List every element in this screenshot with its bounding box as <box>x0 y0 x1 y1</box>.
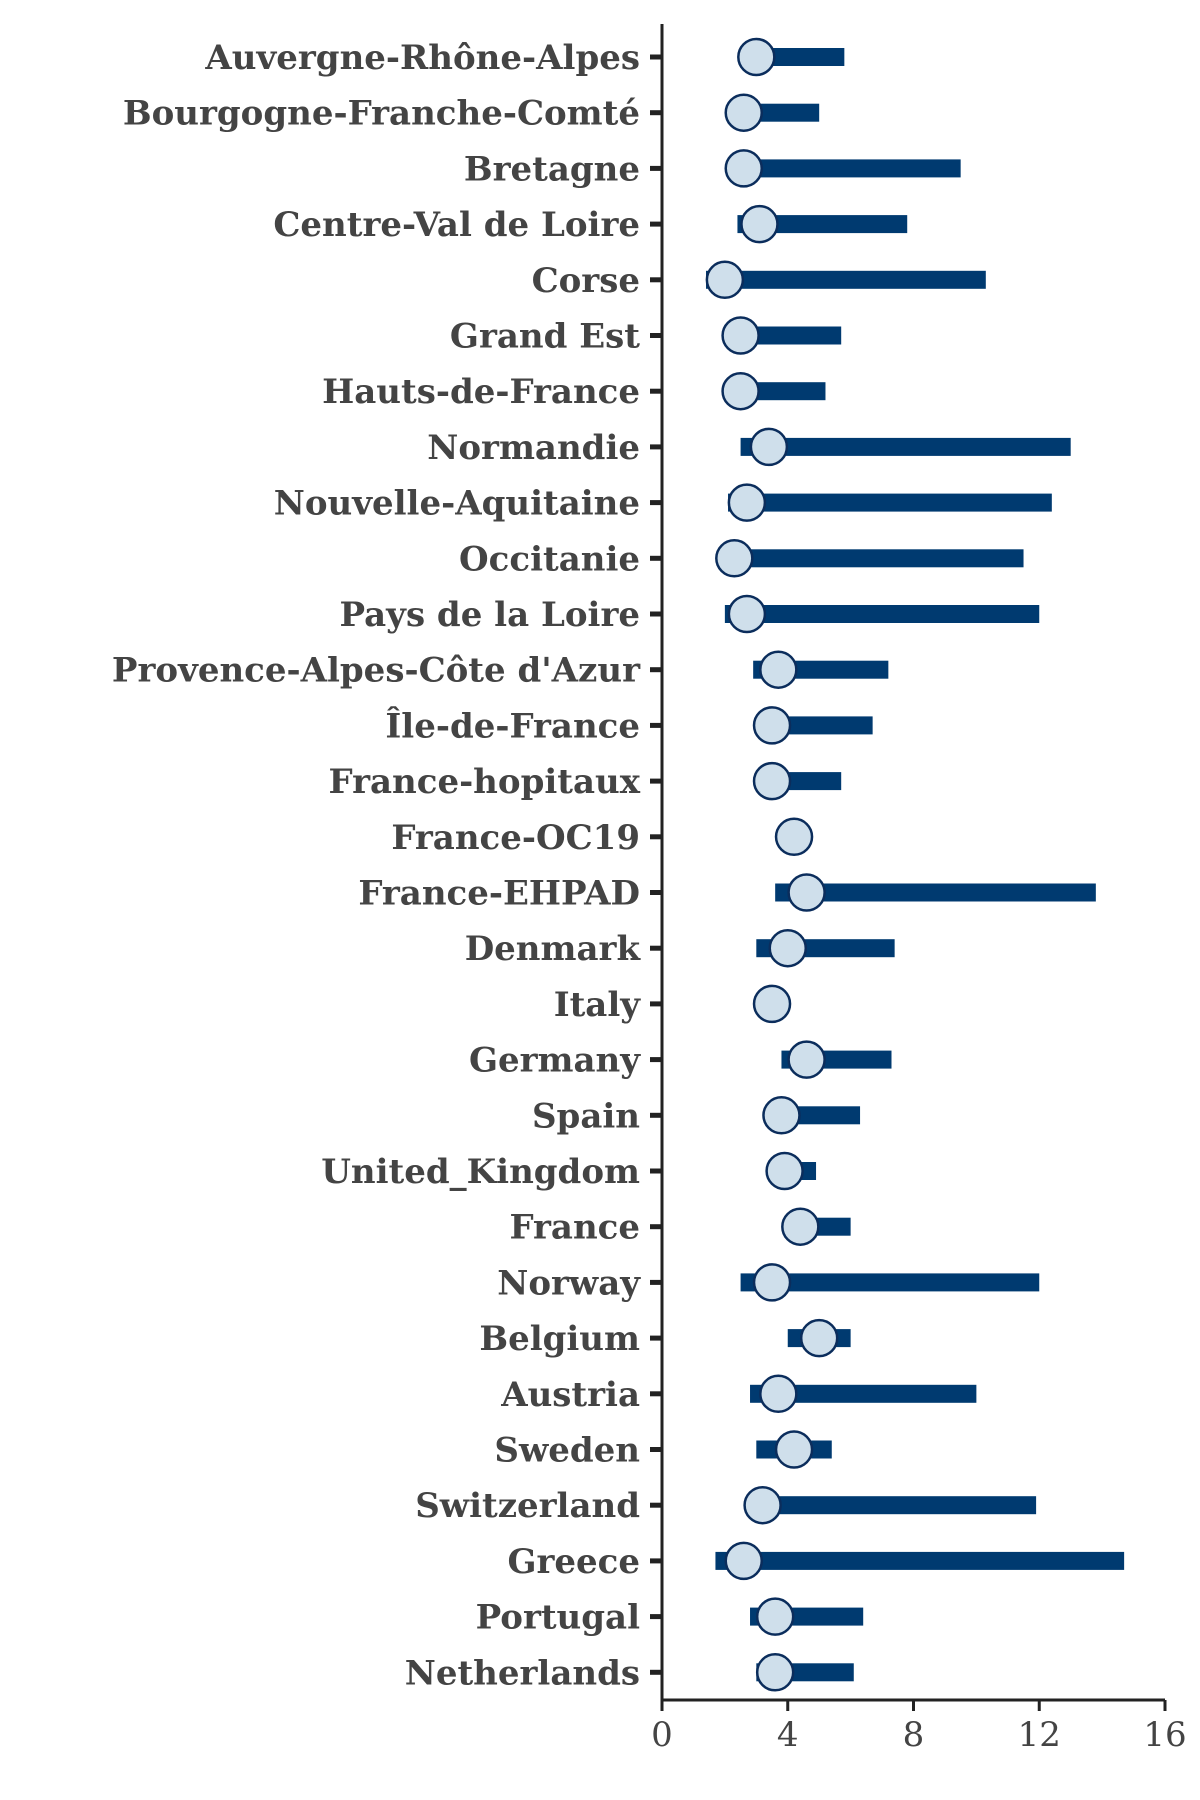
range-bar <box>728 493 1052 512</box>
x-tick-label: 0 <box>651 1715 673 1755</box>
category-label: Bourgogne-Franche-Comté <box>123 94 640 134</box>
category-label: Auvergne-Rhône-Alpes <box>204 38 640 78</box>
point-marker <box>752 761 792 801</box>
point-marker <box>787 873 826 912</box>
category-label: Norway <box>497 1263 641 1303</box>
point-marker <box>759 1374 798 1414</box>
x-tick-label: 4 <box>777 1715 799 1755</box>
y-axis: Auvergne-Rhône-Alpes Bourgogne-Franche-Co… <box>112 24 664 1700</box>
x-tick-label: 8 <box>903 1715 925 1755</box>
category-label: Bretagne <box>464 149 640 189</box>
category-label: Spain <box>532 1096 640 1136</box>
point-marker <box>724 1541 763 1581</box>
point-marker <box>749 427 789 467</box>
category-label: Switzerland <box>415 1486 640 1526</box>
range-bar <box>737 215 908 234</box>
category-label: Pays de la Loire <box>340 595 641 635</box>
point-marker <box>727 483 767 522</box>
category-label: Netherlands <box>405 1653 640 1693</box>
range-bars <box>706 48 1125 1682</box>
point-marker <box>755 1653 795 1692</box>
range-bar <box>706 270 986 289</box>
category-label: Greece <box>507 1542 640 1582</box>
point-marker <box>705 260 745 300</box>
point-marker <box>752 1263 792 1302</box>
category-label: United_Kingdom <box>321 1152 640 1192</box>
category-label: Provence-Alpes-Côte d'Azur <box>112 651 641 691</box>
x-axis: 0 4 8 12 16 <box>651 1698 1187 1755</box>
range-bar <box>728 159 961 178</box>
x-tick-label: 16 <box>1143 1715 1186 1755</box>
category-label: Centre-Val de Loire <box>273 205 640 245</box>
range-bar <box>750 1384 977 1403</box>
point-marker <box>799 1318 839 1358</box>
point-marker <box>724 149 763 188</box>
point-marker <box>755 1597 795 1636</box>
category-label: France <box>509 1208 640 1248</box>
point-marker <box>727 594 767 634</box>
x-tick-label: 12 <box>1018 1715 1061 1755</box>
category-label: France-hopitaux <box>329 762 641 802</box>
range-bar <box>740 437 1071 456</box>
point-marker <box>765 1151 804 1191</box>
point-marker <box>721 316 760 355</box>
point-marker <box>721 371 760 411</box>
range-bar <box>724 549 1024 568</box>
category-label: France-OC19 <box>391 818 640 858</box>
category-label: Occitanie <box>459 539 640 579</box>
point-marker <box>759 650 798 689</box>
point-marker <box>743 1485 782 1525</box>
point-marker <box>724 93 763 132</box>
point-marker <box>787 1040 826 1079</box>
point-marker <box>737 37 776 77</box>
category-label: Italy <box>554 985 642 1025</box>
category-label: France-EHPAD <box>358 874 640 914</box>
point-marker <box>752 706 792 745</box>
point-marker <box>715 539 754 578</box>
range-bar <box>750 1496 1037 1515</box>
category-label: Germany <box>469 1041 641 1081</box>
category-label: Nouvelle-Aquitaine <box>274 484 640 524</box>
category-label: Corse <box>532 261 640 301</box>
category-label: Grand Est <box>450 317 640 357</box>
category-label: Normandie <box>427 428 640 468</box>
category-label: Austria <box>500 1375 640 1415</box>
category-label: Hauts-de-France <box>322 372 640 412</box>
point-marker <box>781 1207 820 1246</box>
point-marker <box>752 984 792 1024</box>
point-marker <box>774 817 814 857</box>
range-bar <box>724 605 1040 623</box>
point-marker <box>762 1096 801 1135</box>
range-bar <box>740 1273 1040 1292</box>
category-label: Denmark <box>465 929 642 969</box>
category-label: Portugal <box>476 1598 640 1638</box>
point-marker <box>768 928 807 968</box>
category-label: Sweden <box>494 1431 640 1471</box>
category-label: Île-de-France <box>385 705 640 746</box>
category-label: Belgium <box>479 1319 640 1359</box>
point-markers <box>705 37 839 1692</box>
range-bar <box>775 883 1096 902</box>
range-bar <box>715 1551 1125 1570</box>
point-marker <box>774 1430 814 1469</box>
point-marker <box>740 204 779 244</box>
